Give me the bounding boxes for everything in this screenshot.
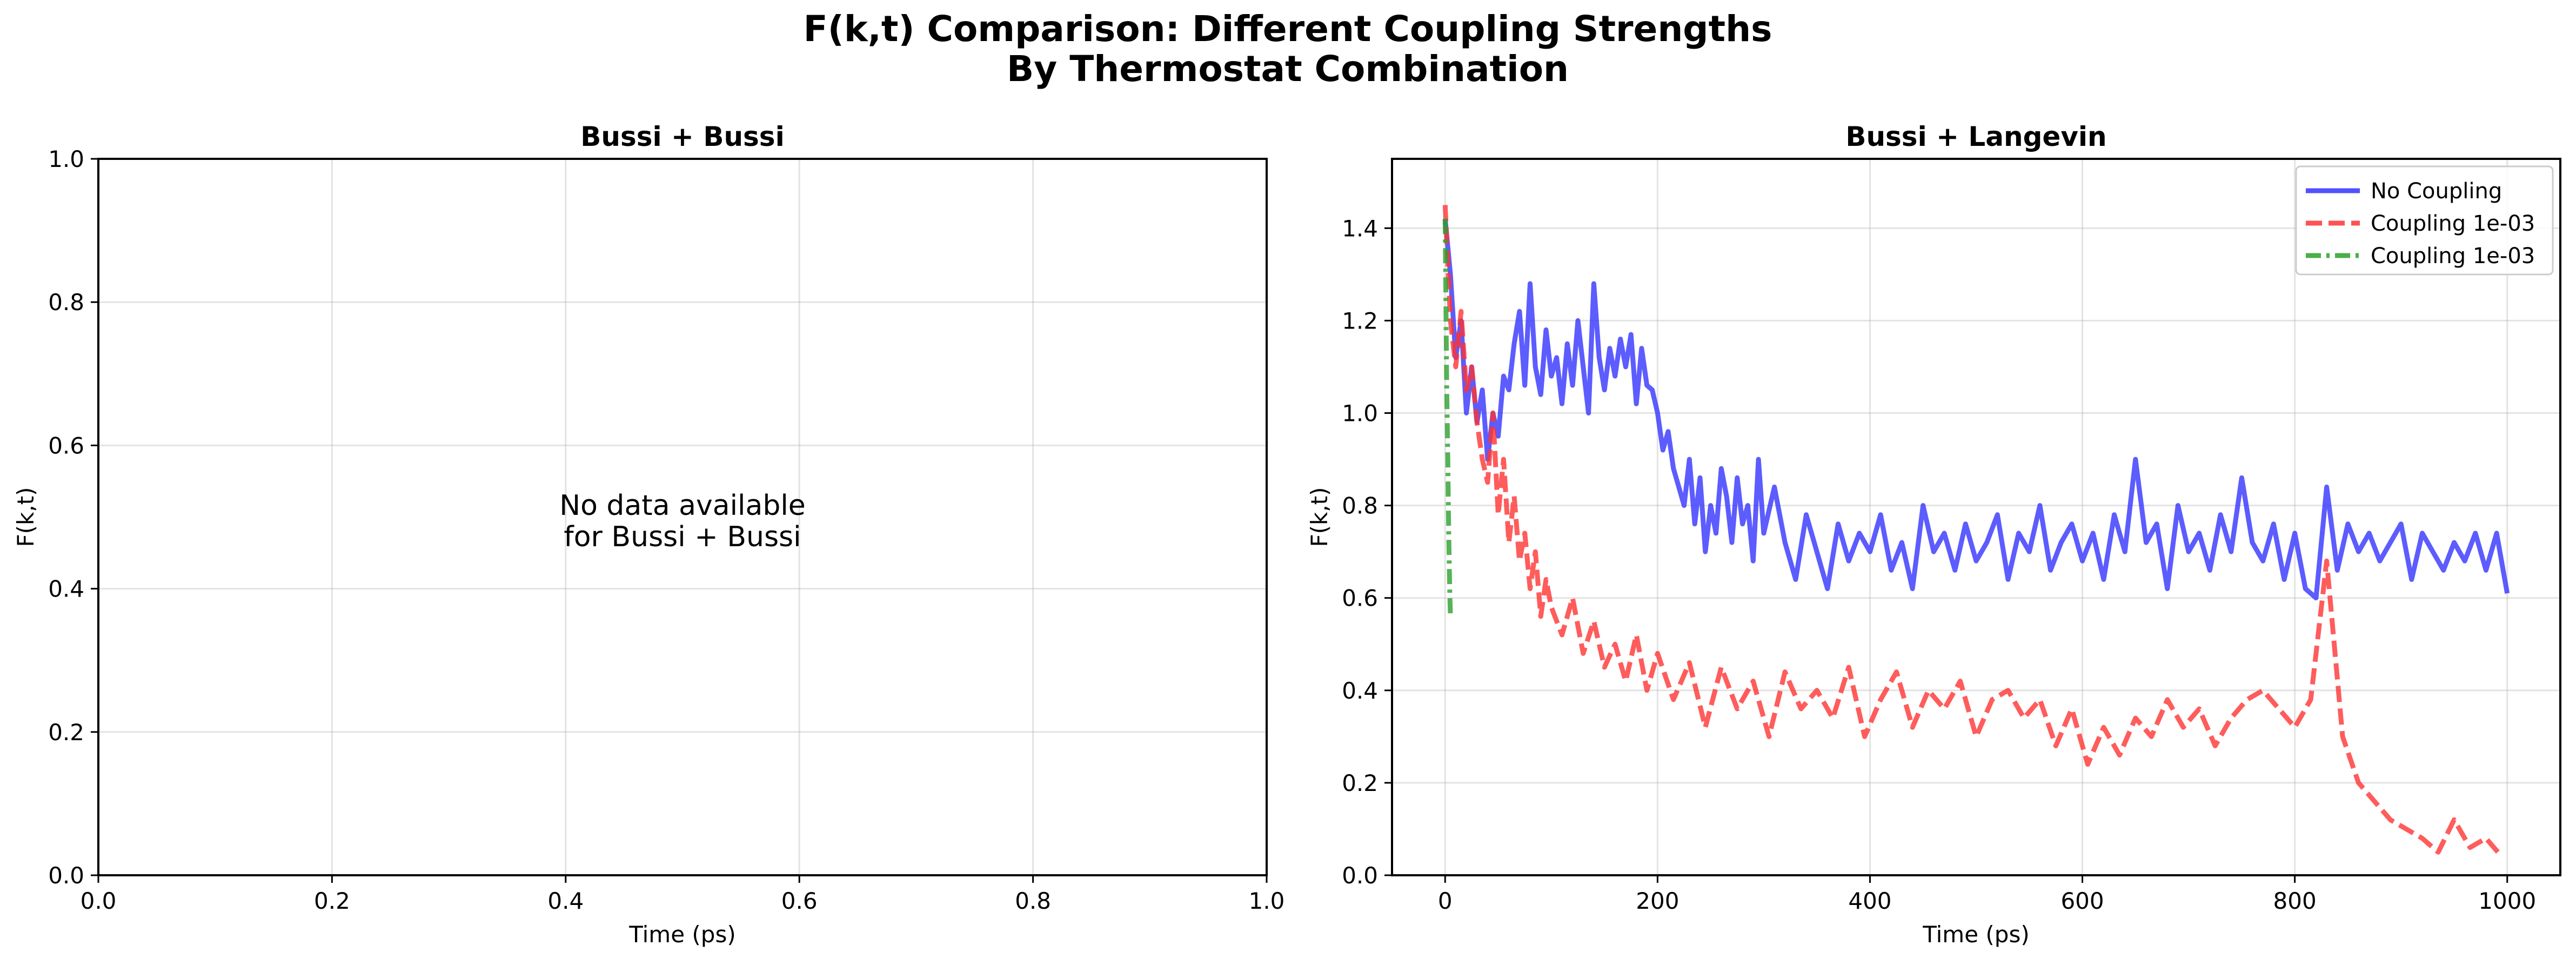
- y-tick-label: 0.6: [1342, 585, 1378, 612]
- y-tick-label: 0.8: [48, 289, 84, 316]
- x-tick-label: 0.6: [781, 888, 818, 914]
- x-tick-label: 0.0: [81, 888, 117, 914]
- y-tick-label: 0.2: [48, 719, 84, 746]
- y-tick-label: 1.4: [1342, 215, 1378, 242]
- y-tick-label: 1.0: [1342, 400, 1378, 427]
- y-tick-label: 1.2: [1342, 307, 1378, 334]
- y-tick-label: 0.0: [1342, 862, 1378, 889]
- axes-frame: [1391, 158, 2561, 876]
- y-tick-label: 0.0: [48, 862, 84, 889]
- panel-title: Bussi + Langevin: [1845, 121, 2106, 152]
- series-line-0: [1442, 218, 2510, 601]
- y-tick-label: 0.8: [1342, 493, 1378, 519]
- panel-title: Bussi + Bussi: [580, 121, 784, 152]
- figure-title-line2: By Thermostat Combination: [1007, 48, 1569, 90]
- x-axis-label: Time (ps): [1922, 921, 2029, 948]
- y-axis-label: F(k,t): [12, 487, 39, 547]
- panel-bussi-langevin: 0 200 400 600 800 1000 0.0 0.2 0.4 0.6 0.8 1.0 1.2 1.…: [1306, 121, 2561, 948]
- no-data-message: No data available: [559, 489, 806, 522]
- legend-label: Coupling 1e-03: [2371, 244, 2535, 269]
- x-tick-label: 1.0: [1249, 888, 1285, 914]
- panel-bussi-bussi: 0.0 0.2 0.4 0.6 0.8 1.0 0.0 0.2 0.4 0.6 0.8 1.0 Buss…: [12, 121, 1284, 948]
- y-tick-label: 0.4: [1342, 678, 1378, 704]
- legend-label: Coupling 1e-03: [2371, 211, 2535, 236]
- y-tick-label: 0.6: [48, 432, 84, 459]
- x-tick-label: 800: [2273, 888, 2317, 914]
- series-line-2: [1442, 219, 1453, 617]
- legend-label: No Coupling: [2371, 179, 2502, 204]
- x-tick-label: 0.4: [547, 888, 584, 914]
- series-line-1: [1442, 205, 2504, 859]
- x-tick-label: 600: [2060, 888, 2104, 914]
- y-tick-label: 0.2: [1342, 770, 1378, 796]
- y-tick-label: 0.4: [48, 576, 84, 602]
- y-tick-label: 1.0: [48, 146, 84, 172]
- x-tick-label: 1000: [2478, 888, 2536, 914]
- figure-title-line1: F(k,t) Comparison: Different Coupling St…: [804, 8, 1772, 50]
- legend-box: [2295, 165, 2554, 276]
- x-tick-label: 0.2: [314, 888, 350, 914]
- legend: No Coupling Coupling 1e-03 Coupling 1e-03: [2295, 165, 2554, 276]
- axes-frame: [97, 158, 1268, 876]
- x-tick-label: 0.8: [1015, 888, 1051, 914]
- x-tick-label: 200: [1636, 888, 1679, 914]
- x-axis-label: Time (ps): [628, 921, 735, 948]
- x-tick-label: 400: [1848, 888, 1891, 914]
- y-axis-label: F(k,t): [1306, 487, 1333, 547]
- x-tick-label: 0: [1438, 888, 1453, 914]
- no-data-message: for Bussi + Bussi: [564, 521, 801, 553]
